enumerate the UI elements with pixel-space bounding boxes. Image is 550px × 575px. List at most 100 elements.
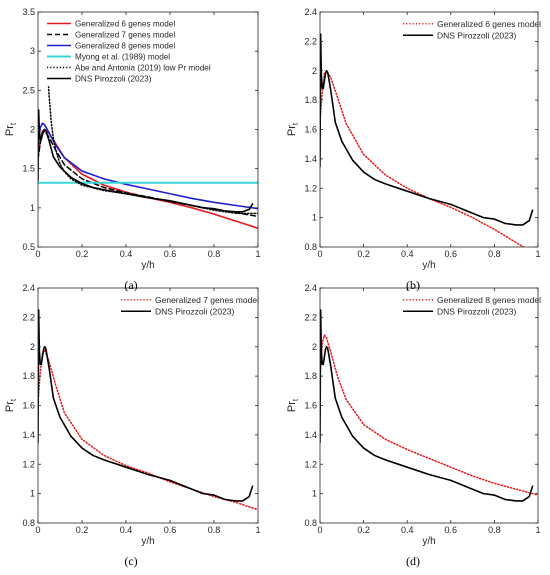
legend-label-a-1: Generalized 7 genes model <box>75 31 175 40</box>
y-tick-label-b-1: 1 <box>312 213 317 223</box>
series-line-d-1 <box>320 309 534 502</box>
y-tick-label-b-4: 1.6 <box>304 125 317 135</box>
y-tick-label-c-3: 1.4 <box>22 430 35 440</box>
legend-label-a-0: Generalized 6 genes model <box>75 20 175 29</box>
chart-panel-d: 0 0.2 0.4 0.6 0.8 1 0.8 1 1.2 1.4 1.6 1.8 2 2.2 2.4 y/h… <box>286 283 541 547</box>
x-axis-label-c: y/h <box>141 536 154 547</box>
y-tick-label-b-5: 1.8 <box>304 95 317 105</box>
plot-area-c <box>38 288 258 523</box>
y-tick-label-c-8: 2.4 <box>22 283 35 293</box>
chart-panel-c: 0 0.2 0.4 0.6 0.8 1 0.8 1 1.2 1.4 1.6 1.8 2 2.2 2.4 y/h… <box>4 283 261 547</box>
legend-box-b <box>399 15 535 44</box>
x-tick-label-a-1: 0.2 <box>76 249 89 259</box>
legend-label-b-1: DNS Pirozzoli (2023) <box>437 30 517 40</box>
series-line-d-0 <box>320 334 538 496</box>
legend-box-a <box>43 15 223 87</box>
legend-label-c-1: DNS Pirozzoli (2023) <box>155 306 235 316</box>
panel-label-a: (a) <box>124 278 137 292</box>
legend-a: Generalized 6 genes model Generalized 7 g… <box>43 15 223 87</box>
series-group-c <box>38 309 258 511</box>
y-tick-label-b-6: 2 <box>312 66 317 76</box>
x-tick-label-b-4: 0.8 <box>488 249 501 259</box>
x-tick-label-a-2: 0.4 <box>120 249 133 259</box>
legend-label-a-4: Abe and Antonia (2019) low Pr model <box>75 64 211 73</box>
x-tick-label-d-3: 0.6 <box>445 525 458 535</box>
legend-box-d <box>399 291 535 320</box>
x-tick-label-a-3: 0.6 <box>164 249 177 259</box>
x-tick-label-c-3: 0.6 <box>164 525 177 535</box>
x-tick-label-a-4: 0.8 <box>208 249 221 259</box>
y-axis-label-d: Prt <box>286 398 300 412</box>
y-tick-label-d-2: 1.2 <box>304 459 317 469</box>
y-tick-label-d-4: 1.6 <box>304 401 317 411</box>
y-tick-label-a-4: 2.5 <box>22 85 35 95</box>
series-group-a <box>38 50 258 229</box>
y-axis-label-b: Prt <box>286 122 300 136</box>
x-tick-label-b-3: 0.6 <box>445 249 458 259</box>
series-group-b <box>320 33 534 247</box>
x-tick-label-d-5: 1 <box>535 525 540 535</box>
legend-label-d-1: DNS Pirozzoli (2023) <box>437 306 517 316</box>
x-tick-label-b-1: 0.2 <box>357 249 370 259</box>
y-tick-label-d-3: 1.4 <box>304 430 317 440</box>
x-tick-label-c-4: 0.8 <box>208 525 221 535</box>
y-tick-label-c-1: 1 <box>30 489 35 499</box>
panel-label-d: (d) <box>406 554 420 568</box>
legend-box-c <box>117 291 253 320</box>
x-tick-label-c-0: 0 <box>35 525 40 535</box>
x-axis-label-b: y/h <box>422 260 435 271</box>
y-tick-label-a-6: 3.5 <box>22 7 35 17</box>
x-tick-label-d-4: 0.8 <box>488 525 501 535</box>
x-tick-label-c-5: 1 <box>255 525 260 535</box>
legend-label-a-5: DNS Pirozzoli (2023) <box>75 75 152 84</box>
legend-label-a-2: Generalized 8 genes model <box>75 42 175 51</box>
chart-panel-b: 0 0.2 0.4 0.6 0.8 1 0.8 1 1.2 1.4 1.6 1.8 2 2.2 2.4 y/h… <box>286 7 541 271</box>
y-tick-label-c-5: 1.8 <box>22 371 35 381</box>
y-axis-label-a: Prt <box>4 122 18 136</box>
y-tick-label-d-1: 1 <box>312 489 317 499</box>
y-tick-label-b-2: 1.2 <box>304 183 317 193</box>
y-tick-label-d-0: 0.8 <box>304 518 317 528</box>
series-line-a-2 <box>38 122 258 210</box>
x-tick-label-a-5: 1 <box>255 249 260 259</box>
x-tick-label-b-5: 1 <box>535 249 540 259</box>
x-axis-label-d: y/h <box>422 536 435 547</box>
y-tick-label-b-7: 2.2 <box>304 36 317 46</box>
x-tick-label-d-1: 0.2 <box>357 525 370 535</box>
legend-label-d-0: Generalized 8 genes model <box>437 295 541 305</box>
legend-label-c-0: Generalized 7 genes model <box>155 295 259 305</box>
x-tick-label-c-1: 0.2 <box>76 525 89 535</box>
y-tick-label-a-3: 2 <box>30 125 35 135</box>
y-tick-label-d-8: 2.4 <box>304 283 317 293</box>
plot-area-b <box>320 12 538 247</box>
x-axis-label-a: y/h <box>141 260 154 271</box>
x-tick-label-d-0: 0 <box>317 525 322 535</box>
y-tick-label-c-7: 2.2 <box>22 312 35 322</box>
y-tick-label-a-0: 0.5 <box>22 242 35 252</box>
y-tick-label-d-6: 2 <box>312 342 317 352</box>
chart-panel-a: 0 0.2 0.4 0.6 0.8 1 0.5 1 1.5 2 2.5 3 3.5 y/h Prt Gener… <box>4 7 261 271</box>
y-tick-label-b-8: 2.4 <box>304 7 317 17</box>
y-tick-label-c-6: 2 <box>30 342 35 352</box>
series-line-b-1 <box>320 33 534 226</box>
y-tick-label-c-2: 1.2 <box>22 459 35 469</box>
y-tick-label-c-0: 0.8 <box>22 518 35 528</box>
y-tick-label-b-3: 1.4 <box>304 154 317 164</box>
y-tick-label-a-2: 1.5 <box>22 164 35 174</box>
x-tick-label-b-2: 0.4 <box>401 249 414 259</box>
x-tick-label-a-0: 0 <box>35 249 40 259</box>
series-line-c-1 <box>38 309 254 502</box>
y-tick-label-b-0: 0.8 <box>304 242 317 252</box>
legend-label-b-0: Generalized 6 genes model <box>437 19 541 29</box>
x-tick-label-b-0: 0 <box>317 249 322 259</box>
y-tick-label-c-4: 1.6 <box>22 401 35 411</box>
y-tick-label-d-7: 2.2 <box>304 312 317 322</box>
panel-label-b: (b) <box>406 278 420 292</box>
x-tick-label-c-2: 0.4 <box>120 525 133 535</box>
y-axis-label-c: Prt <box>4 398 18 412</box>
plot-area-d <box>320 288 538 523</box>
